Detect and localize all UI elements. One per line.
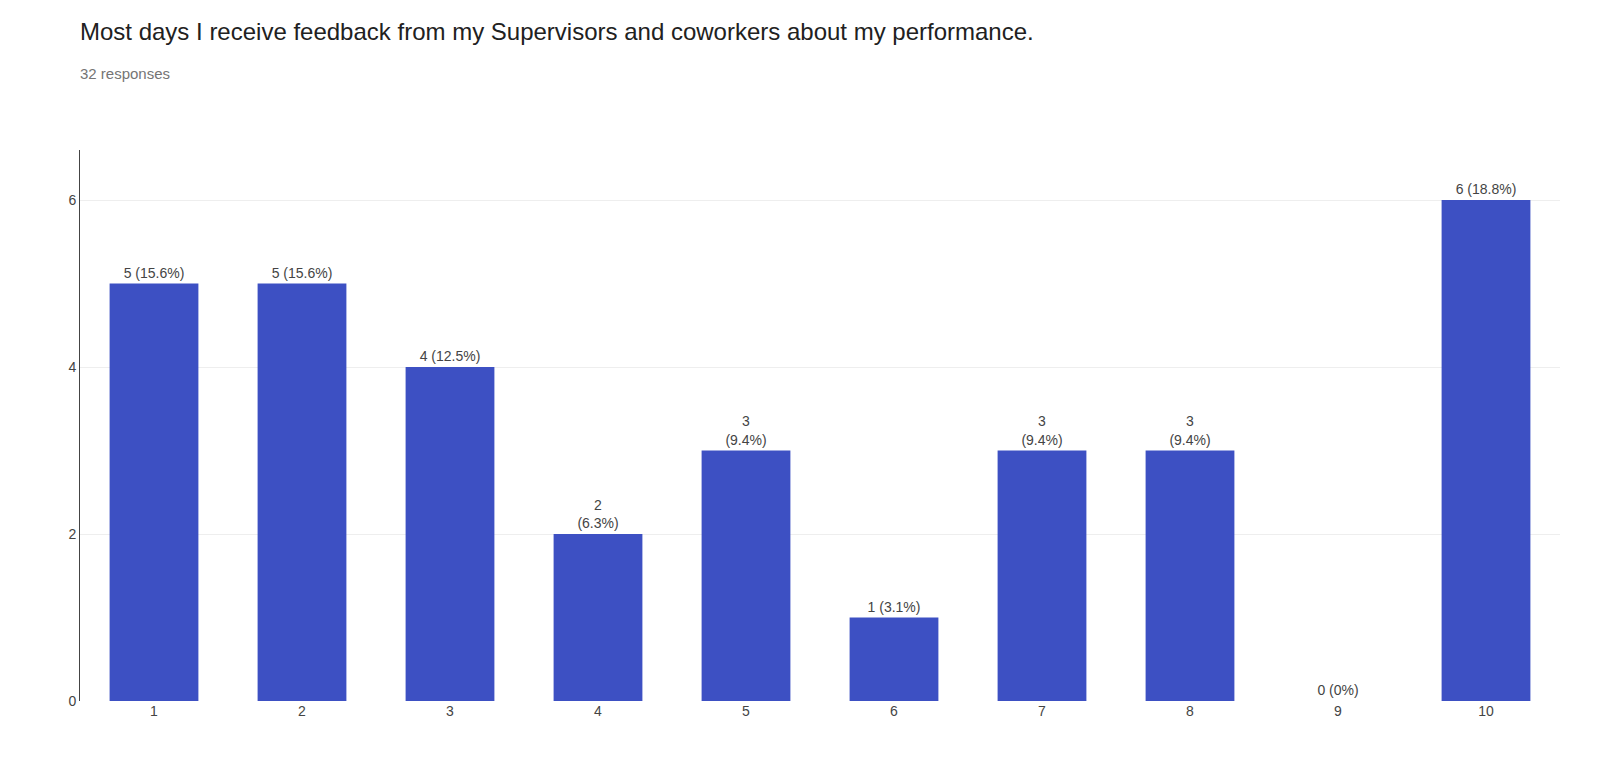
svg-text:9: 9 [1334, 703, 1342, 719]
svg-text:3(9.4%): 3(9.4%) [1169, 413, 1210, 447]
svg-text:32 responses: 32 responses [80, 65, 170, 82]
svg-text:0 (0%): 0 (0%) [1317, 682, 1358, 698]
svg-text:3: 3 [446, 703, 454, 719]
svg-text:2: 2 [68, 526, 76, 542]
svg-text:3(9.4%): 3(9.4%) [1021, 413, 1062, 447]
svg-text:1 (3.1%): 1 (3.1%) [868, 599, 921, 615]
svg-text:1: 1 [150, 703, 158, 719]
svg-text:6: 6 [890, 703, 898, 719]
svg-text:4 (12.5%): 4 (12.5%) [420, 348, 481, 364]
svg-text:5 (15.6%): 5 (15.6%) [124, 265, 185, 281]
svg-text:4: 4 [68, 359, 76, 375]
svg-text:Most days I receive feedback f: Most days I receive feedback from my Sup… [80, 18, 1034, 45]
svg-text:5 (15.6%): 5 (15.6%) [272, 265, 333, 281]
svg-text:5: 5 [742, 703, 750, 719]
svg-text:6 (18.8%): 6 (18.8%) [1456, 181, 1517, 197]
svg-text:6: 6 [68, 192, 76, 208]
svg-text:10: 10 [1478, 703, 1494, 719]
svg-text:7: 7 [1038, 703, 1046, 719]
svg-text:2: 2 [298, 703, 306, 719]
svg-text:8: 8 [1186, 703, 1194, 719]
svg-text:0: 0 [68, 693, 76, 709]
svg-text:4: 4 [594, 703, 602, 719]
svg-text:3(9.4%): 3(9.4%) [725, 413, 766, 447]
svg-text:2(6.3%): 2(6.3%) [577, 497, 618, 531]
